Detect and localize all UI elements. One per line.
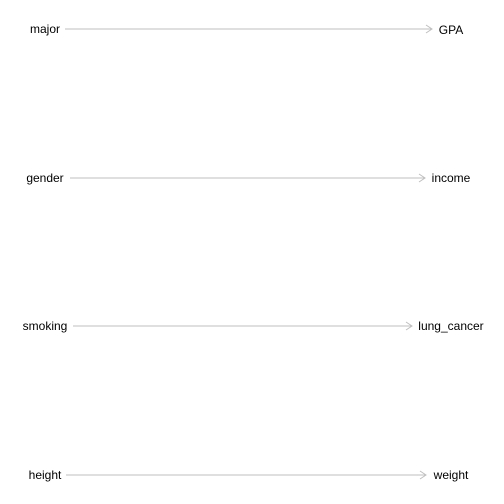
node-lung-cancer: lung_cancer — [418, 319, 483, 333]
node-weight: weight — [433, 468, 469, 482]
arrowhead — [425, 24, 433, 34]
node-gender: gender — [26, 171, 63, 185]
edge-major-gpa: major GPA — [30, 22, 463, 37]
node-income: income — [432, 171, 471, 185]
arrowhead — [418, 173, 426, 183]
node-smoking: smoking — [23, 319, 68, 333]
edge-smoking-lung-cancer: smoking lung_cancer — [23, 319, 484, 333]
edge-height-weight: height weight — [29, 468, 469, 482]
node-gpa: GPA — [439, 23, 463, 37]
edge-gender-income: gender income — [26, 171, 470, 185]
arrowhead — [405, 321, 413, 331]
arrowhead — [419, 470, 427, 480]
node-major: major — [30, 22, 60, 36]
node-height: height — [29, 468, 62, 482]
